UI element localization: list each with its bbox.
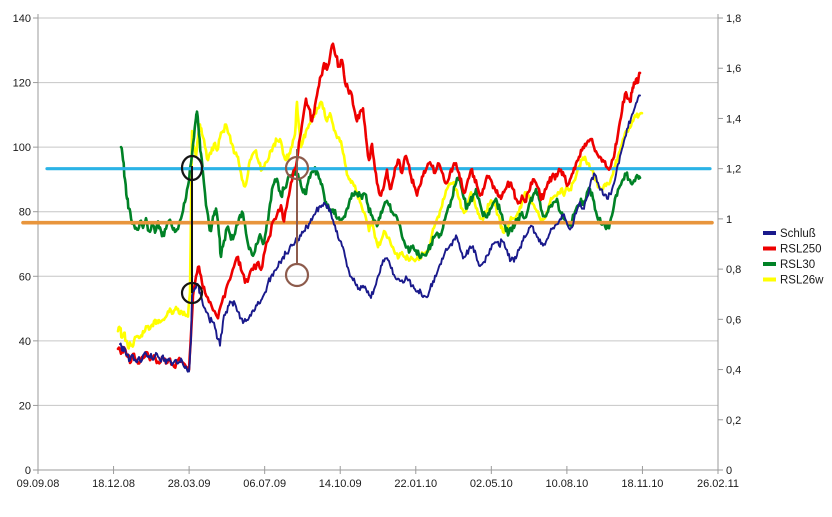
right-axis-label: 0,6 <box>726 314 741 326</box>
series-schluß <box>119 94 641 373</box>
marker-brown-circle <box>284 262 310 288</box>
series-rsl250 <box>116 42 642 372</box>
series-rsl30 <box>119 110 642 260</box>
marker-brown-circle <box>284 155 310 181</box>
legend-label-rsl26w: RSL26w <box>780 275 824 287</box>
legend-label-schluß: Schluß <box>780 228 816 240</box>
left-axis-label: 140 <box>13 13 31 25</box>
x-axis-label: 10.08.10 <box>545 478 588 490</box>
left-axis-label: 120 <box>13 78 31 90</box>
left-axis-label: 100 <box>13 142 31 154</box>
x-axis-label: 02.05.10 <box>470 478 513 490</box>
right-axis-label: 0,4 <box>726 365 741 377</box>
x-axis-label: 09.09.08 <box>17 478 60 490</box>
x-axis-label: 28.03.09 <box>168 478 211 490</box>
right-axis-label: 1,4 <box>726 113 741 125</box>
left-axis-label: 20 <box>19 400 31 412</box>
left-axis-label: 0 <box>25 465 31 477</box>
legend-label-rsl250: RSL250 <box>780 244 822 256</box>
marker-black-circle <box>180 154 204 182</box>
right-axis-label: 1,8 <box>726 13 741 25</box>
right-axis-label: 0,8 <box>726 264 741 276</box>
right-axis-label: 0,2 <box>726 415 741 427</box>
right-axis-label: 1 <box>726 214 732 226</box>
series-rsl26w <box>116 100 644 350</box>
x-axis-label: 06.07.09 <box>243 478 286 490</box>
x-axis-label: 18.12.08 <box>92 478 135 490</box>
right-axis-label: 0 <box>726 465 732 477</box>
right-axis-label: 1,6 <box>726 63 741 75</box>
left-axis-label: 40 <box>19 336 31 348</box>
left-axis-label: 60 <box>19 271 31 283</box>
x-axis-label: 14.10.09 <box>319 478 362 490</box>
legend-label-rsl30: RSL30 <box>780 259 815 271</box>
left-axis-label: 80 <box>19 207 31 219</box>
x-axis-label: 26.02.11 <box>697 478 739 490</box>
x-axis-label: 22.01.10 <box>394 478 437 490</box>
marker-black-circle <box>180 281 204 305</box>
right-axis-label: 1,2 <box>726 164 741 176</box>
x-axis-label: 18.11.10 <box>621 478 663 490</box>
